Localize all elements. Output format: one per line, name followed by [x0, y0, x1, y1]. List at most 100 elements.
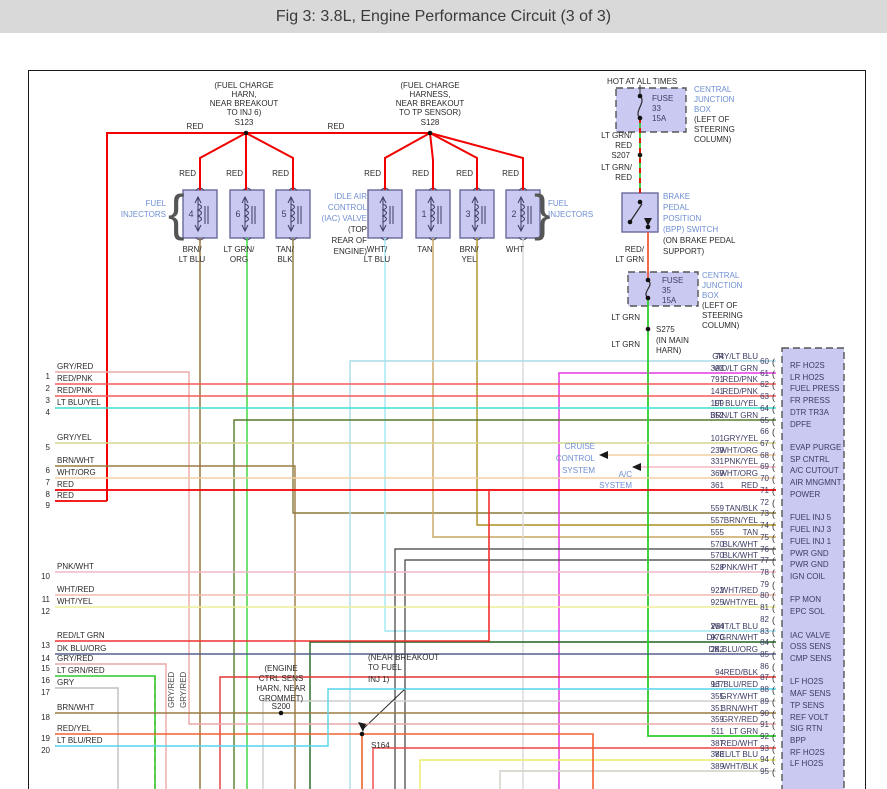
pin-function-label: EPC SOL	[790, 607, 825, 616]
coil-icon	[289, 203, 295, 223]
circuit-number: 387	[711, 739, 725, 748]
pin-wire-color: BLK/WHT	[722, 551, 758, 560]
pin-wire-color: LT BLU/YEL	[714, 399, 758, 408]
brace-icon: }	[534, 185, 551, 241]
annotation: JUNCTION	[694, 95, 735, 104]
circuit-number: 239	[711, 446, 725, 455]
annotation: BRN/	[459, 245, 479, 254]
pin-socket-icon: (	[772, 486, 775, 496]
pin-function-label: EVAP PURGE	[790, 443, 841, 452]
annotation: (LEFT OF	[702, 301, 738, 310]
row-number: 7	[46, 478, 51, 487]
pin-number: 90	[760, 709, 769, 718]
splice-dot	[637, 199, 643, 205]
row-number: 12	[41, 607, 50, 616]
annotation: RED	[364, 169, 381, 178]
row-wire-color: GRY	[57, 678, 75, 687]
arrow-down-icon	[517, 224, 525, 233]
annotation: RED/	[625, 245, 645, 254]
row-wire-color: WHT/RED	[57, 585, 95, 594]
pin-socket-icon: (	[772, 451, 775, 461]
annotation: (LEFT OF	[694, 115, 730, 124]
pin-socket-icon: (	[772, 369, 775, 379]
row-wire-color: WHT/ORG	[57, 468, 96, 477]
annotation: SYSTEM	[599, 481, 632, 490]
annotation: (BPP) SWITCH	[663, 225, 718, 234]
circuit-number: 352	[711, 411, 725, 420]
splice-dot	[427, 130, 433, 136]
annotation: POSITION	[663, 214, 701, 223]
fuel-injector-box	[229, 189, 265, 239]
pin-socket-icon: (	[772, 392, 775, 402]
annotation: LT GRN/	[224, 245, 256, 254]
pin-number: 94	[760, 755, 769, 764]
row-wire-color: RED	[57, 480, 74, 489]
wire	[558, 372, 776, 789]
pin-number: 83	[760, 627, 769, 636]
circuit-wire	[55, 675, 156, 789]
circuit-number: 359	[711, 715, 725, 724]
figure-title: Fig 3: 3.8L, Engine Performance Circuit …	[275, 7, 612, 25]
annotation: LT GRN	[615, 255, 644, 264]
pin-number: 78	[760, 568, 769, 577]
injector-number: 5	[281, 209, 286, 219]
circuit-wire	[55, 663, 167, 789]
annotation: CONTROL	[328, 203, 368, 212]
pin-socket-icon: (	[772, 673, 775, 683]
pin-number: 69	[760, 462, 769, 471]
annotation: COLUMN)	[702, 321, 740, 330]
annotation: (FUEL CHARGE	[214, 81, 273, 90]
pin-socket-icon: (	[772, 615, 775, 625]
row-number: 19	[41, 734, 50, 743]
annotation: CRUISE	[565, 442, 595, 451]
pin-function-label: LF HO2S	[790, 759, 823, 768]
annotation: TO TP SENSOR)	[399, 108, 461, 117]
pin-socket-icon: (	[772, 416, 775, 426]
pin-number: 65	[760, 416, 769, 425]
arrow-down-icon	[241, 224, 249, 233]
pin-socket-icon: (	[772, 720, 775, 730]
annotation: ENGINE)	[334, 247, 368, 256]
annotation: YEL	[461, 255, 477, 264]
pin-function-label: FUEL INJ 1	[790, 537, 832, 546]
circuit-number: 922	[711, 586, 725, 595]
pin-number: 79	[760, 580, 769, 589]
pin-socket-icon: (	[772, 556, 775, 566]
pin-function-label: OSS SENS	[790, 642, 831, 651]
pin-socket-icon: (	[772, 697, 775, 707]
row-number: 17	[41, 688, 50, 697]
pin-number: 93	[760, 744, 769, 753]
arrow-up-icon	[427, 195, 435, 204]
row-wire-color: GRY/RED	[57, 362, 94, 371]
row-wire-color: DK BLU/ORG	[57, 644, 106, 653]
pin-number: 87	[760, 673, 769, 682]
annotation: TO FUEL	[368, 663, 402, 672]
pin-function-label: RF HO2S	[790, 748, 825, 757]
pin-function-label: SP CNTRL	[790, 455, 830, 464]
pin-function-label: FR PRESS	[790, 396, 830, 405]
pin-wire-color: BRN/WHT	[721, 704, 758, 713]
pin-socket-icon: (	[772, 568, 775, 578]
pin-number: 66	[760, 427, 769, 436]
pin-socket-icon: (	[772, 662, 775, 672]
annotation: REAR OF	[331, 236, 367, 245]
pin-number: 82	[760, 615, 769, 624]
circuit-wire	[55, 687, 119, 789]
annotation: HARN)	[656, 346, 682, 355]
arrow-down-icon	[427, 224, 435, 233]
arrow-down-icon	[379, 224, 387, 233]
annotation: TO INJ 6)	[227, 108, 262, 117]
wire	[429, 132, 478, 190]
pin-function-label: FUEL INJ 5	[790, 513, 832, 522]
pin-function-label: REF VOLT	[790, 713, 829, 722]
pin-socket-icon: (	[772, 521, 775, 531]
pin-wire-color: GRY/RED	[722, 715, 759, 724]
pin-function-label: FUEL PRESS	[790, 384, 840, 393]
pin-number: 80	[760, 591, 769, 600]
pin-function-label: AIR MNGMNT	[790, 478, 842, 487]
row-number: 10	[41, 572, 50, 581]
pin-function-label: MAF SENS	[790, 689, 831, 698]
annotation: INJ 1)	[368, 675, 390, 684]
bpp-switch-box	[621, 192, 659, 233]
pin-wire-color: RED/PNK	[722, 375, 758, 384]
